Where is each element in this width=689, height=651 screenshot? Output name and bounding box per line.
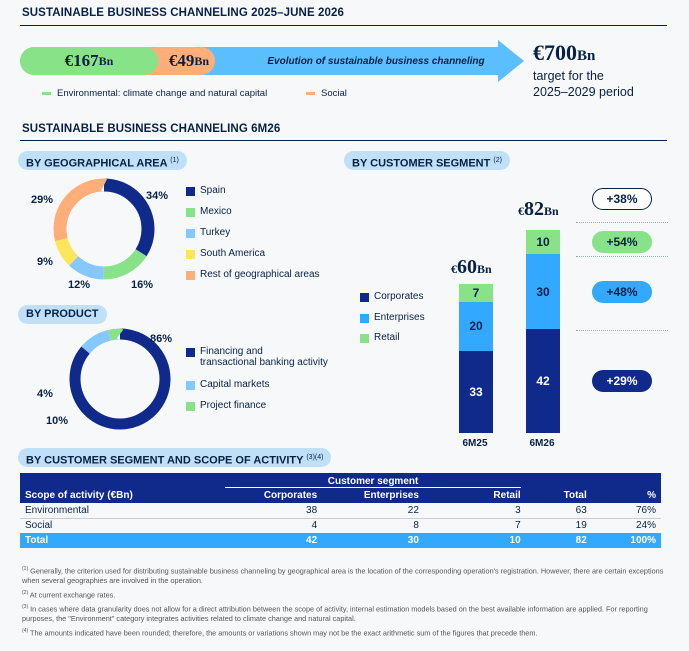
geo-label-mexico: 16% <box>131 279 154 291</box>
bar-value-label: 42 <box>536 373 550 388</box>
product-label-financing: 86% <box>150 333 173 345</box>
bar-value-label: 30 <box>536 284 550 299</box>
bar-value-label: 7 <box>472 285 480 300</box>
variation-corporates: +29% <box>592 370 652 392</box>
geo-legend-turkey: Turkey <box>186 227 230 238</box>
bar-retail-6m26: 10 <box>526 229 560 255</box>
footnote-2: (2) At current exchange rates. <box>22 590 116 600</box>
footnote-3: (3) In cases where data granularity does… <box>22 604 648 624</box>
variation-divider-2 <box>576 256 668 257</box>
geo-pill: BY GEOGRAPHICAL AREA (1) <box>18 151 187 170</box>
slice-mexico <box>53 178 155 280</box>
product-legend-capital-markets: Capital markets <box>186 379 269 390</box>
bar-value-label: 20 <box>469 319 483 334</box>
bar-label-6m25: 6M25 <box>462 438 488 449</box>
col-retail: Retail <box>493 490 521 501</box>
footnote-1: (1) Generally, the criterion used for di… <box>22 566 664 586</box>
product-label-capital-markets: 10% <box>46 415 69 427</box>
legend-social: Social <box>306 88 347 99</box>
variation-retail: +54% <box>592 231 652 253</box>
slice-project-finance <box>69 328 171 430</box>
geo-label-turkey: 12% <box>68 279 91 291</box>
geo-legend-south-america: South America <box>186 248 265 259</box>
geo-legend-mexico: Mexico <box>186 206 232 217</box>
segment-legend-enterprises: Enterprises <box>360 312 425 323</box>
variation-divider-1 <box>576 222 668 223</box>
product-legend-financing: Financing and transactional banking activ… <box>186 346 328 368</box>
slice-rest <box>53 178 155 280</box>
variation-divider-3 <box>576 330 668 331</box>
target-line-2: 2025–2029 period <box>533 85 634 99</box>
arrow-caption: Evolution of sustainable business channe… <box>267 55 485 67</box>
legend-soc-swatch <box>306 92 315 95</box>
bar-value-label: 33 <box>469 385 483 400</box>
table-row: Environmental 38 22 3 63 76% <box>20 503 661 518</box>
legend-environmental: Environmental: climate change and natura… <box>42 88 267 99</box>
title-rule <box>20 25 667 26</box>
footnote-4: (4) The amounts indicated have been roun… <box>22 628 538 638</box>
col-total: Total <box>563 490 587 501</box>
total-6m25: €60Bn <box>451 256 492 278</box>
product-pill: BY PRODUCT <box>18 305 107 324</box>
geo-legend-rest: Rest of geographical areas <box>186 269 320 280</box>
table-header-row: Scope of activity (€Bn) Corporates Enter… <box>20 488 661 503</box>
arrow-shape <box>200 40 524 82</box>
geo-legend-spain: Spain <box>186 185 226 196</box>
product-label-project-finance: 4% <box>37 388 53 400</box>
social-amount: €49 Bn <box>168 51 210 70</box>
bar-retail-6m25: 7 <box>459 284 493 302</box>
product-legend-project-finance: Project finance <box>186 400 266 411</box>
geo-donut <box>53 178 155 280</box>
environmental-bar <box>20 47 158 75</box>
col-scope: Scope of activity (€Bn) <box>25 490 133 501</box>
section-title: SUSTAINABLE BUSINESS CHANNELING 6M26 <box>22 123 281 135</box>
segment-pill: BY CUSTOMER SEGMENT (2) <box>344 151 510 170</box>
bar-enterprises-6m26: 30 <box>526 254 560 329</box>
bar-corporates-6m26: 42 <box>526 328 560 433</box>
bar-value-label: 10 <box>536 235 550 250</box>
segment-legend-corporates: Corporates <box>360 291 423 302</box>
product-donut <box>69 328 171 430</box>
variation-enterprises: +48% <box>592 281 652 303</box>
channeling-arrow <box>20 40 524 82</box>
geo-label-rest: 29% <box>31 194 54 206</box>
geo-label-spain: 34% <box>146 190 169 202</box>
target-amount: €700Bn <box>533 40 596 65</box>
section-rule <box>20 140 667 141</box>
bar-label-6m26: 6M26 <box>529 438 555 449</box>
geo-label-south-america: 9% <box>37 256 53 268</box>
table-row: Social 4 8 7 19 24% <box>25 520 656 532</box>
variation-total: +38% <box>592 188 652 210</box>
page-title: SUSTAINABLE BUSINESS CHANNELING 2025–JUN… <box>22 7 345 19</box>
bar-corporates-6m25: 33 <box>459 351 493 433</box>
environmental-amount: €167 Bn <box>64 51 114 70</box>
col-corporates: Corporates <box>263 490 318 501</box>
target-line-1: target for the <box>533 69 604 83</box>
scope-table: Customer segment Scope of activity (€Bn)… <box>20 473 661 548</box>
table-total-row: Total 42 30 10 82 100% <box>20 533 661 548</box>
scope-pill: BY CUSTOMER SEGMENT AND SCOPE OF ACTIVIT… <box>18 448 332 467</box>
group-header: Customer segment <box>220 473 525 488</box>
total-6m26: €82Bn <box>518 198 559 220</box>
segment-legend-retail: Retail <box>360 332 400 343</box>
legend-env-swatch <box>42 92 51 95</box>
col-enterprises: Enterprises <box>363 490 419 501</box>
col-pct: % <box>647 490 656 501</box>
bar-enterprises-6m25: 20 <box>459 301 493 352</box>
